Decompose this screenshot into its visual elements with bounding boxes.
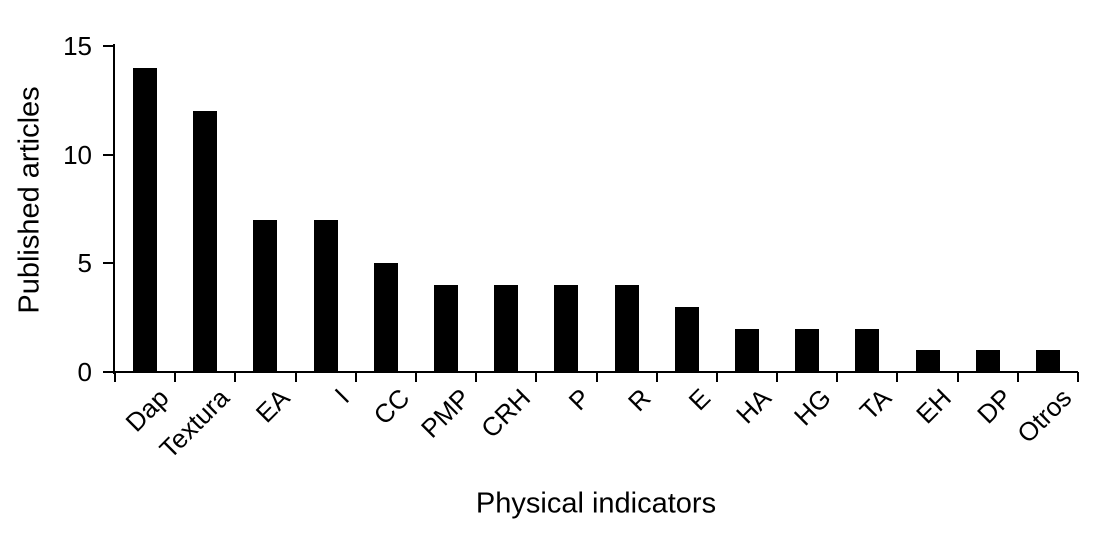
bar-i	[313, 219, 338, 372]
bar-ha	[734, 328, 759, 372]
bar-e	[674, 306, 699, 372]
y-tick-label: 0	[77, 357, 92, 387]
x-category-label: E	[683, 382, 717, 417]
x-tick	[715, 372, 718, 382]
x-tick	[114, 372, 116, 382]
x-category-label: Otros	[1011, 382, 1078, 449]
x-axis-title: Physical indicators	[475, 487, 717, 520]
x-tick	[655, 372, 658, 382]
x-category-label: EH	[910, 382, 958, 430]
x-tick	[535, 372, 538, 382]
x-tick	[174, 372, 177, 382]
x-tick	[1016, 372, 1019, 382]
x-tick	[294, 372, 297, 382]
x-category-label: R	[621, 382, 657, 418]
x-tick	[776, 372, 779, 382]
x-tick	[475, 372, 478, 382]
bar-r	[614, 285, 639, 372]
x-tick	[956, 372, 959, 382]
x-tick	[896, 372, 899, 382]
x-category-label: DP	[970, 382, 1018, 430]
x-category-label: PMP	[414, 382, 476, 444]
x-category-label: CRH	[474, 382, 537, 444]
x-category-label: TA	[853, 382, 898, 426]
x-tick	[836, 372, 839, 382]
bar-textura	[193, 111, 218, 372]
x-category-label: EA	[249, 382, 296, 429]
x-category-label: I	[329, 382, 356, 409]
x-category-label: CC	[367, 382, 416, 431]
x-tick	[1077, 372, 1079, 382]
bar-eh	[915, 350, 940, 372]
x-tick	[595, 372, 598, 382]
y-tick	[103, 371, 113, 373]
bar-pmp	[434, 285, 459, 372]
bar-p	[554, 285, 579, 372]
bar-hg	[795, 328, 820, 372]
x-category-label: HG	[788, 382, 837, 432]
x-category-label: P	[562, 382, 597, 417]
bar-crh	[494, 285, 519, 372]
y-tick-label: 15	[63, 31, 92, 61]
bar-otros	[1035, 350, 1060, 372]
x-tick	[354, 372, 357, 382]
x-category-label: HA	[730, 382, 777, 430]
y-tick	[103, 262, 113, 265]
y-tick	[103, 45, 113, 47]
y-tick-label: 5	[77, 248, 92, 279]
y-tick	[103, 153, 113, 156]
y-axis-line	[113, 44, 115, 374]
bar-ta	[855, 328, 880, 372]
bar-cc	[373, 263, 398, 372]
x-tick	[414, 372, 417, 382]
bar-ea	[253, 219, 278, 372]
x-tick	[234, 372, 237, 382]
bar-dp	[975, 350, 1000, 372]
y-tick-label: 10	[63, 139, 92, 170]
bar-dap	[133, 67, 158, 372]
